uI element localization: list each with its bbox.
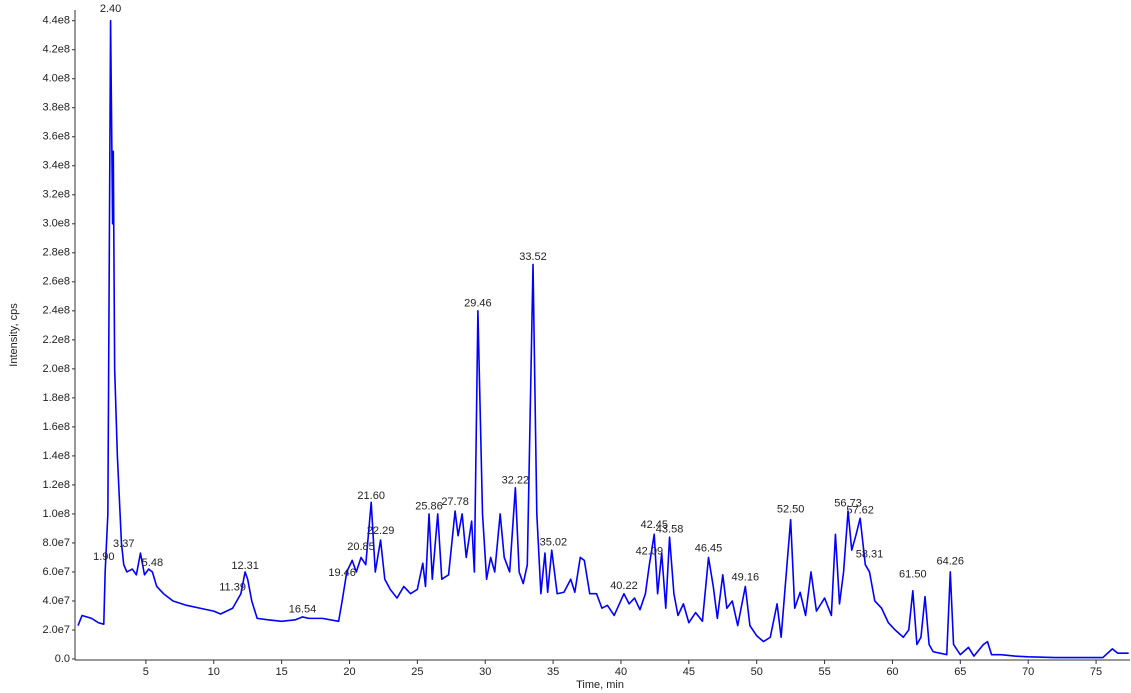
x-tick-label: 65 [954,666,966,678]
x-tick-label: 25 [411,666,423,678]
y-tick-label: 4.0e7 [42,595,70,607]
y-tick-label: 2.2e8 [42,334,70,346]
y-tick-label: 1.2e8 [42,479,70,491]
peak-label: 2.40 [100,3,121,15]
peak-label: 57.62 [846,505,874,517]
peak-label: 52.50 [777,503,805,515]
y-tick-label: 3.2e8 [42,189,70,201]
peak-label: 5.48 [142,557,163,569]
peak-label: 33.52 [519,251,547,263]
y-tick-label: 3.6e8 [42,131,70,143]
peak-label: 46.45 [695,542,723,554]
peak-label: 61.50 [899,569,927,581]
peak-label: 11.39 [219,582,246,594]
peak-label: 49.16 [732,571,760,583]
peak-label: 20.85 [347,541,375,553]
y-tick-label: 1.6e8 [42,421,70,433]
y-tick-label: 6.0e7 [42,566,70,578]
peak-label: 29.46 [464,297,492,309]
y-tick-label: 1.8e8 [42,392,70,404]
peak-label: 56.73 [834,497,862,509]
peak-label: 42.09 [636,545,664,557]
peak-label: 27.78 [441,496,469,508]
chromatogram-line [77,19,1129,659]
peak-label: 32.22 [502,474,530,486]
x-tick-label: 5 [143,666,149,678]
y-tick-label: 2.0e8 [42,363,70,375]
peak-label: 21.60 [357,490,385,502]
x-tick-label: 10 [208,666,220,678]
y-tick-label: 8.0e7 [42,537,70,549]
peak-label: 43.58 [656,524,684,536]
peak-label: 1.90 [93,551,114,563]
y-tick-label: 3.0e8 [42,218,70,230]
peak-label: 19.46 [328,567,356,579]
y-tick-label: 4.2e8 [42,44,70,56]
x-axis-title: Time, min [576,679,624,691]
x-tick-label: 55 [818,666,830,678]
peak-label: 3.37 [113,538,134,550]
x-tick-label: 50 [751,666,763,678]
x-tick-label: 70 [1022,666,1034,678]
y-tick-label: 2.0e7 [42,624,70,636]
y-axis-title: Intensity, cps [8,303,20,367]
x-tick-label: 15 [275,666,287,678]
y-tick-label: 1.0e8 [42,508,70,520]
x-tick-label: 40 [615,666,627,678]
peak-label: 64.26 [937,556,965,568]
y-tick-label: 4.0e8 [42,73,70,85]
x-tick-label: 45 [683,666,695,678]
peak-label: 58.31 [856,548,884,560]
peak-label: 25.86 [415,500,443,512]
x-tick-label: 20 [343,666,355,678]
peak-label: 42.45 [640,519,668,531]
peak-label: 35.02 [540,537,568,549]
peak-label: 22.29 [367,525,395,537]
peak-label: 12.31 [231,560,259,572]
y-tick-label: 1.4e8 [42,450,70,462]
y-tick-label: 2.6e8 [42,276,70,288]
y-tick-label: 0.0 [55,653,70,665]
y-tick-label: 3.8e8 [42,102,70,114]
y-tick-label: 2.4e8 [42,305,70,317]
x-tick-label: 75 [1090,666,1102,678]
peak-label: 16.54 [289,603,317,615]
y-tick-label: 4.4e8 [42,15,70,27]
x-tick-label: 30 [479,666,491,678]
peak-label: 40.22 [610,580,638,592]
x-tick-label: 60 [886,666,898,678]
x-tick-label: 35 [547,666,559,678]
y-tick-label: 2.8e8 [42,247,70,259]
y-tick-label: 3.4e8 [42,160,70,172]
